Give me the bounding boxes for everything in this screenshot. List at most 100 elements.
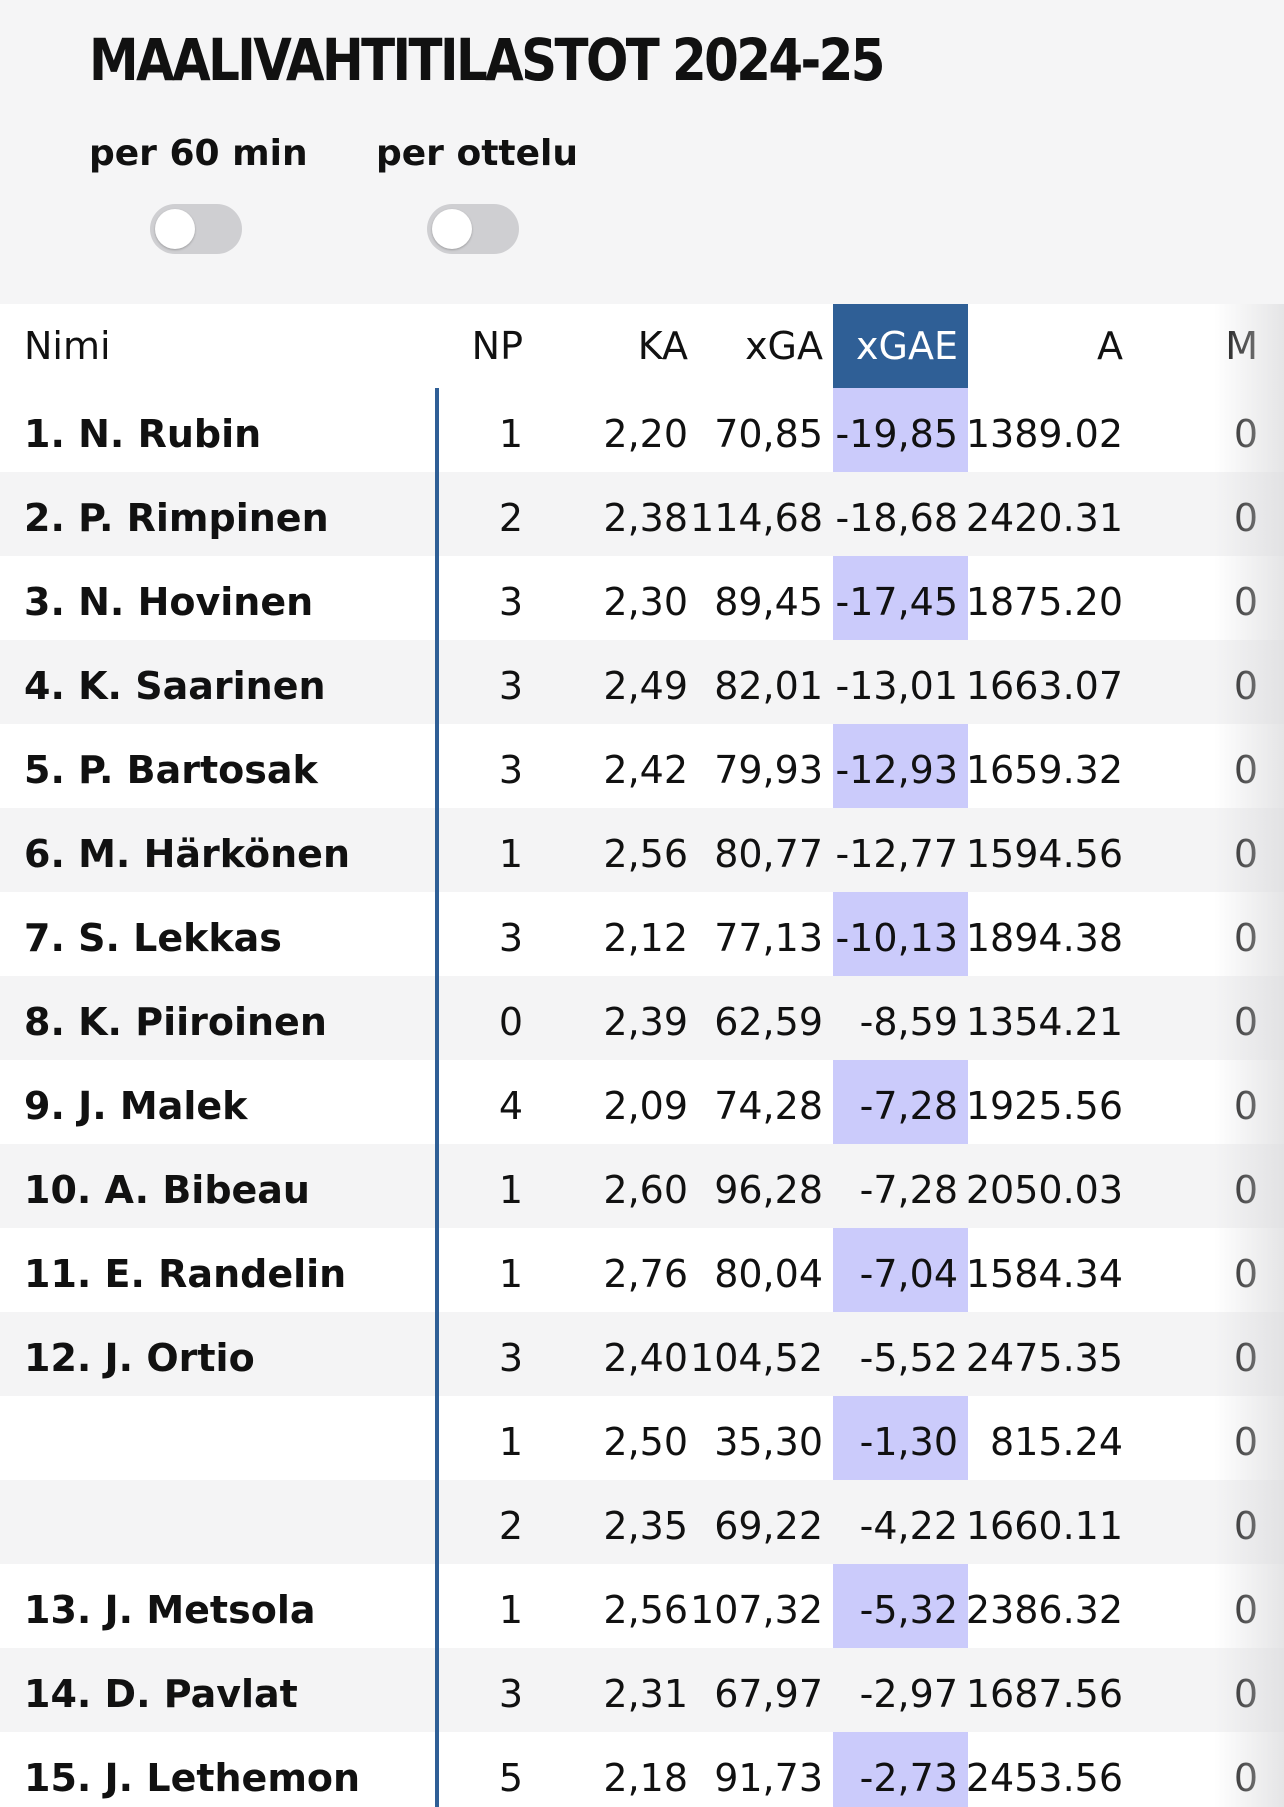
cell-m: 0: [1233, 916, 1258, 960]
cell-a: 1389.02: [965, 412, 1123, 456]
cell-xgae: -5,32: [859, 1588, 958, 1632]
cell-name: 11. E. Randelin: [24, 1252, 347, 1296]
cell-m: 0: [1233, 1756, 1258, 1800]
cell-a: 1687.56: [965, 1672, 1123, 1716]
cell-a: 2420.31: [965, 496, 1123, 540]
table-row[interactable]: 12. J. Ortio 3 2,40 104,52 -5,52 2475.35 0: [0, 1312, 1284, 1396]
table-row[interactable]: 13. J. Metsola 1 2,56 107,32 -5,32 2386.32 0: [0, 1564, 1284, 1648]
table-row[interactable]: 10. A. Bibeau 1 2,60 96,28 -7,28 2050.03 0: [0, 1144, 1284, 1228]
cell-a: 1894.38: [965, 916, 1123, 960]
cell-m: 0: [1233, 832, 1258, 876]
table-row[interactable]: 8. K. Piiroinen 0 2,39 62,59 -8,59 1354.21 0: [0, 976, 1284, 1060]
cell-m: 0: [1233, 412, 1258, 456]
cell-xgae: -19,85: [835, 412, 959, 456]
header-xga[interactable]: xGA: [745, 324, 823, 368]
cell-name: 3. N. Hovinen: [24, 580, 314, 624]
header-ka[interactable]: KA: [637, 324, 688, 368]
cell-m: 0: [1233, 664, 1258, 708]
header-np[interactable]: NP: [471, 324, 523, 368]
cell-xga: 69,22: [714, 1504, 823, 1548]
cell-xga: 80,04: [714, 1252, 823, 1296]
cell-np: 1: [498, 1420, 523, 1464]
cell-name: 6. M. Härkönen: [24, 832, 351, 876]
cell-xga: 89,45: [714, 580, 823, 624]
cell-a: 2386.32: [965, 1588, 1123, 1632]
cell-a: 815.24: [990, 1420, 1123, 1464]
cell-ka: 2,50: [603, 1420, 688, 1464]
cell-name: 15. J. Lethemon: [24, 1756, 361, 1800]
toggle-per-game[interactable]: [427, 204, 519, 254]
table-row[interactable]: 4. K. Saarinen 3 2,49 82,01 -13,01 1663.07 0: [0, 640, 1284, 724]
table-row[interactable]: 9. J. Malek 4 2,09 74,28 -7,28 1925.56 0: [0, 1060, 1284, 1144]
cell-xga: 104,52: [690, 1336, 823, 1380]
cell-ka: 2,38: [603, 496, 688, 540]
cell-a: 2475.35: [965, 1336, 1123, 1380]
table-header: Nimi NP KA xGA xGAE A M: [0, 304, 1284, 388]
cell-xgae: -18,68: [835, 496, 959, 540]
cell-xgae: -5,52: [859, 1336, 958, 1380]
cell-xga: 74,28: [714, 1084, 823, 1128]
toggle-knob: [432, 209, 472, 249]
table-row[interactable]: 14. D. Pavlat 3 2,31 67,97 -2,97 1687.56 0: [0, 1648, 1284, 1732]
xgae-column-highlight: [833, 388, 968, 1807]
page-title: MAALIVAHTITILASTOT 2024-25: [89, 26, 885, 94]
cell-xgae: -10,13: [835, 916, 959, 960]
cell-xgae: -7,04: [859, 1252, 958, 1296]
cell-a: 1660.11: [965, 1504, 1123, 1548]
cell-np: 4: [498, 1084, 523, 1128]
table-row[interactable]: 6. M. Härkönen 1 2,56 80,77 -12,77 1594.56 0: [0, 808, 1284, 892]
cell-ka: 2,56: [603, 832, 688, 876]
cell-m: 0: [1233, 1336, 1258, 1380]
cell-ka: 2,35: [603, 1504, 688, 1548]
cell-ka: 2,42: [603, 748, 688, 792]
cell-xga: 77,13: [714, 916, 823, 960]
table-row[interactable]: 3. N. Hovinen 3 2,30 89,45 -17,45 1875.20 0: [0, 556, 1284, 640]
cell-m: 0: [1233, 1000, 1258, 1044]
cell-xgae: -7,28: [859, 1084, 958, 1128]
cell-np: 5: [498, 1756, 523, 1800]
table-row[interactable]: 15. J. Lethemon 5 2,18 91,73 -2,73 2453.56 0: [0, 1732, 1284, 1807]
cell-ka: 2,49: [603, 664, 688, 708]
table-row[interactable]: 7. S. Lekkas 3 2,12 77,13 -10,13 1894.38 0: [0, 892, 1284, 976]
cell-name: 13. J. Metsola: [24, 1588, 316, 1632]
header-a[interactable]: A: [1097, 324, 1123, 368]
table-row[interactable]: 5. P. Bartosak 3 2,42 79,93 -12,93 1659.32 0: [0, 724, 1284, 808]
cell-ka: 2,09: [603, 1084, 688, 1128]
cell-a: 1925.56: [965, 1084, 1123, 1128]
toggle-per-60[interactable]: [150, 204, 242, 254]
cell-ka: 2,56: [603, 1588, 688, 1632]
table-row[interactable]: 2. P. Rimpinen 2 2,38 114,68 -18,68 2420.31 0: [0, 472, 1284, 556]
cell-a: 1659.32: [965, 748, 1123, 792]
cell-m: 0: [1233, 1168, 1258, 1212]
table-row[interactable]: 11. E. Randelin 1 2,76 80,04 -7,04 1584.34 0: [0, 1228, 1284, 1312]
toggle-label-per-60: per 60 min: [89, 133, 308, 174]
cell-xga: 114,68: [690, 496, 823, 540]
table-row[interactable]: 2 2,35 69,22 -4,22 1660.11 0: [0, 1480, 1284, 1564]
header-xgae[interactable]: xGAE: [856, 324, 958, 368]
header-m[interactable]: M: [1225, 324, 1258, 368]
cell-xga: 67,97: [714, 1672, 823, 1716]
cell-np: 2: [498, 496, 523, 540]
cell-a: 1875.20: [965, 580, 1123, 624]
cell-m: 0: [1233, 748, 1258, 792]
cell-ka: 2,76: [603, 1252, 688, 1296]
cell-xgae: -7,28: [859, 1168, 958, 1212]
cell-xgae: -8,59: [859, 1000, 958, 1044]
cell-a: 1584.34: [965, 1252, 1123, 1296]
cell-ka: 2,30: [603, 580, 688, 624]
table-row[interactable]: 1. N. Rubin 1 2,20 70,85 -19,85 1389.02 0: [0, 388, 1284, 472]
cell-m: 0: [1233, 580, 1258, 624]
cell-np: 3: [498, 1672, 523, 1716]
xgae-header-highlight: [833, 304, 968, 388]
cell-ka: 2,18: [603, 1756, 688, 1800]
header-name[interactable]: Nimi: [24, 324, 111, 368]
cell-np: 3: [498, 1336, 523, 1380]
table-row[interactable]: 1 2,50 35,30 -1,30 815.24 0: [0, 1396, 1284, 1480]
cell-a: 1354.21: [965, 1000, 1123, 1044]
cell-xgae: -17,45: [835, 580, 959, 624]
cell-a: 1663.07: [965, 664, 1123, 708]
cell-np: 0: [498, 1000, 523, 1044]
cell-xga: 80,77: [714, 832, 823, 876]
cell-ka: 2,40: [603, 1336, 688, 1380]
cell-m: 0: [1233, 1084, 1258, 1128]
